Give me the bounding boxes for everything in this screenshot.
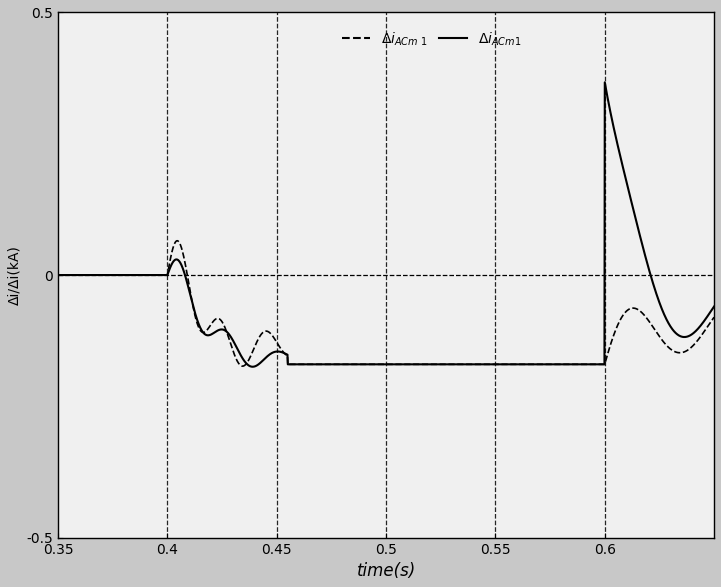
Y-axis label: Δi/Δi(kA): Δi/Δi(kA) [7,245,21,305]
Legend: $\Delta i_{ACm\ 1}$, $\Delta i_{ACm1}$: $\Delta i_{ACm\ 1}$, $\Delta i_{ACm1}$ [337,25,527,53]
X-axis label: time(s): time(s) [356,562,416,580]
